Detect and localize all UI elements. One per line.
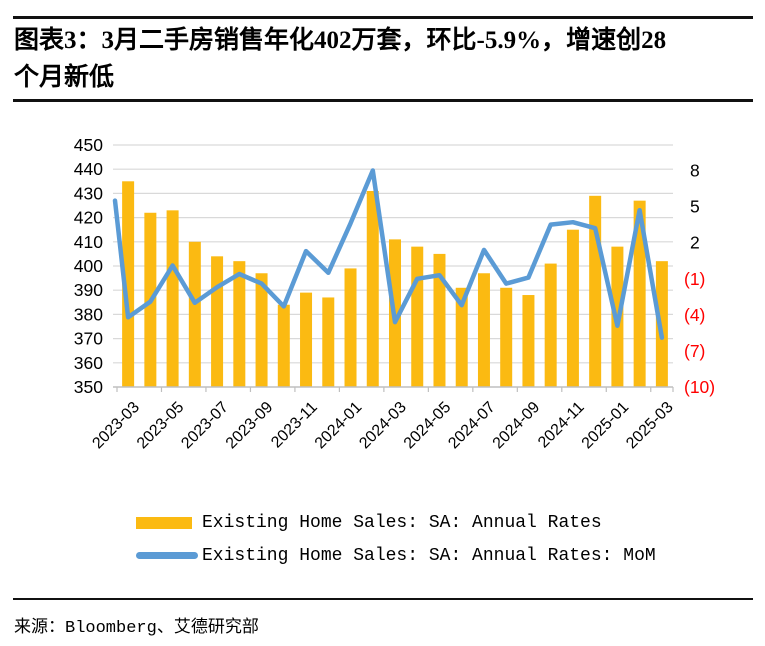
left-axis-tick-label: 360: [74, 353, 103, 373]
bar: [544, 263, 557, 387]
bar: [188, 241, 201, 387]
bar: [411, 246, 424, 387]
bar: [122, 181, 135, 387]
legend-row-line: Existing Home Sales: SA: Annual Rates: M…: [136, 539, 656, 572]
bar: [344, 268, 357, 387]
left-axis-tick-label: 440: [74, 159, 103, 179]
bar: [455, 287, 468, 387]
bar: [322, 297, 335, 387]
bar: [433, 253, 446, 387]
x-axis-tick-label: 2023-09: [223, 399, 277, 453]
left-axis-tick-label: 380: [74, 304, 103, 324]
x-axis-tick-label: 2024-05: [401, 399, 455, 453]
bar: [589, 195, 602, 387]
bar: [655, 261, 668, 387]
bar: [211, 256, 224, 387]
legend-row-bars: Existing Home Sales: SA: Annual Rates: [136, 506, 656, 539]
bar: [300, 292, 313, 387]
right-axis-labels: 8 5 2 (1) (4) (7) (10): [684, 161, 715, 398]
figure-title-line2: 个月新低: [14, 64, 115, 91]
right-axis-tick-label: 2: [690, 233, 700, 253]
x-axis-tick-label: 2025-03: [623, 399, 677, 453]
bar-series: [122, 181, 668, 387]
bar: [233, 261, 246, 387]
left-axis-tick-label: 420: [74, 208, 103, 228]
bottom-divider: [13, 598, 753, 600]
bar: [522, 295, 535, 387]
figure-title: 图表3：3月二手房销售年化402万套，环比-5.9%，增速创28 个月新低: [14, 22, 759, 96]
left-axis-tick-label: 370: [74, 329, 103, 349]
x-axis-tick-label: 2024-09: [490, 399, 544, 453]
right-axis-tick-label: (1): [684, 269, 705, 289]
x-axis-tick-label: 2023-03: [89, 399, 143, 453]
right-axis-tick-label: (7): [684, 341, 705, 361]
top-divider: [13, 16, 753, 19]
sales-chart: 450 440 430 420 410 400 390 380 370 360 350 8 5 2 (1) (…: [74, 135, 715, 453]
chart-legend: Existing Home Sales: SA: Annual Rates Ex…: [136, 506, 656, 572]
right-axis-tick-label: (10): [684, 377, 715, 397]
x-axis-tick-label: 2024-01: [312, 399, 366, 453]
bar: [366, 190, 379, 387]
bar: [255, 273, 268, 387]
bar: [500, 287, 513, 387]
line-series-label: Existing Home Sales: SA: Annual Rates: M…: [202, 545, 656, 566]
source-note: 来源：Bloomberg、艾德研究部: [14, 619, 259, 638]
bar-series-label: Existing Home Sales: SA: Annual Rates: [202, 512, 602, 533]
bar-series-swatch: [136, 516, 192, 529]
x-axis-tick-label: 2023-11: [268, 399, 321, 452]
right-axis-tick-label: 8: [690, 161, 700, 181]
line-series-swatch: [136, 552, 198, 559]
x-axis-tick-label: 2023-07: [178, 399, 232, 453]
bar: [166, 210, 179, 387]
x-axis-labels: 2023-032023-052023-072023-092023-112024-…: [89, 399, 676, 453]
bar: [633, 200, 646, 387]
bar: [477, 273, 490, 387]
x-axis-tick-label: 2024-11: [535, 399, 588, 452]
left-axis-tick-label: 430: [74, 183, 103, 203]
x-axis-tick-label: 2024-03: [356, 399, 410, 453]
chart-area: 450 440 430 420 410 400 390 380 370 360 350 8 5 2 (1) (…: [55, 128, 730, 490]
figure-title-line1: 图表3：3月二手房销售年化402万套，环比-5.9%，增速创28: [14, 27, 667, 54]
mom-line: [112, 168, 665, 340]
x-axis-tick-label: 2024-07: [445, 399, 499, 453]
x-axis: [113, 386, 674, 392]
x-axis-tick-label: 2025-01: [579, 399, 633, 453]
left-axis-labels: 450 440 430 420 410 400 390 380 370 360 350: [74, 135, 103, 397]
title-divider: [13, 99, 753, 102]
x-axis-tick-label: 2023-05: [134, 399, 188, 453]
bar: [566, 229, 579, 387]
bar: [277, 304, 290, 387]
left-axis-tick-label: 390: [74, 280, 103, 300]
left-axis-tick-label: 350: [74, 377, 103, 397]
right-axis-tick-label: 5: [690, 197, 700, 217]
left-axis-tick-label: 400: [74, 256, 103, 276]
left-axis-tick-label: 450: [74, 135, 103, 155]
right-axis-tick-label: (4): [684, 305, 705, 325]
left-axis-tick-label: 410: [74, 232, 103, 252]
